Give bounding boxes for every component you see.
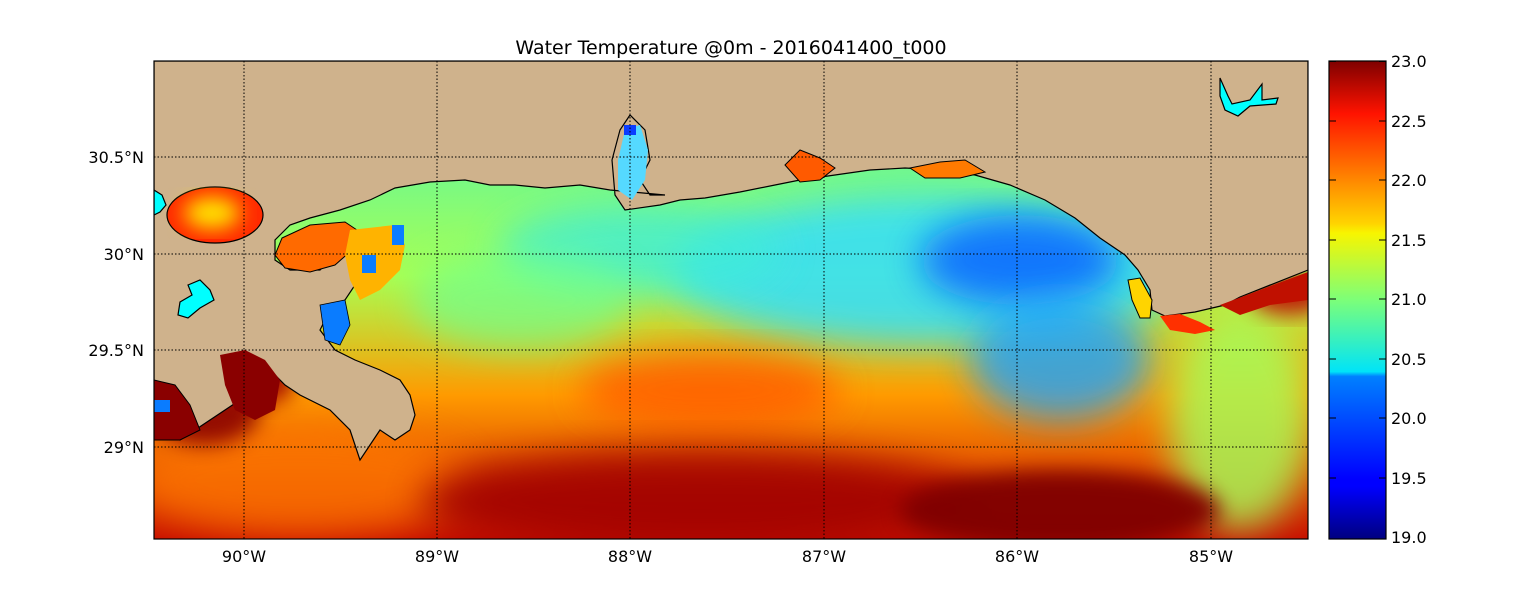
temperature-features: [154, 195, 1308, 539]
lon-tick-label: 86°W: [995, 547, 1039, 566]
lon-tick-label: 88°W: [608, 547, 652, 566]
colorbar-tick-label: 20.5: [1391, 350, 1427, 369]
land-mass: [154, 61, 1308, 462]
colorbar-tick-label: 20.0: [1391, 409, 1427, 428]
map-panel: [154, 61, 1308, 539]
colorbar-tick-label: 23.0: [1391, 52, 1427, 71]
colorbar-tick-label: 21.5: [1391, 231, 1427, 250]
lat-tick-label: 29.5°N: [88, 341, 144, 360]
lon-tick-label: 89°W: [415, 547, 459, 566]
lat-tick-label: 30.5°N: [88, 148, 144, 167]
lon-tick-label: 87°W: [802, 547, 846, 566]
chart-title: Water Temperature @0m - 2016041400_t000: [515, 37, 946, 59]
colorbar-tick-label: 22.5: [1391, 112, 1427, 131]
graticule: [154, 61, 1308, 539]
lat-tick-label: 30°N: [104, 245, 144, 264]
colorbar-tick-label: 19.5: [1391, 469, 1427, 488]
map-frame: [153, 60, 1309, 540]
lat-tick-labels: 30.5°N 30°N 29.5°N 29°N: [88, 148, 144, 457]
colorbar-tick-label: 21.0: [1391, 290, 1427, 309]
colorbar: 23.0 22.5 22.0 21.5 21.0 20.5 20.0 19.5 …: [1328, 52, 1427, 547]
lakes: [154, 77, 1279, 319]
lon-tick-label: 90°W: [222, 547, 266, 566]
colorbar-tick-label: 22.0: [1391, 171, 1427, 190]
colorbar-gradient: [1328, 60, 1387, 540]
lon-tick-label: 85°W: [1189, 547, 1233, 566]
lon-tick-labels: 90°W 89°W 88°W 87°W 86°W 85°W: [222, 547, 1233, 566]
colorbar-tick-label: 19.0: [1391, 528, 1427, 547]
colorbar-ticks: [1329, 61, 1386, 479]
coastal-patches: [154, 125, 1308, 441]
lat-tick-label: 29°N: [104, 438, 144, 457]
colorbar-tick-labels: 23.0 22.5 22.0 21.5 21.0 20.5 20.0 19.5 …: [1391, 52, 1427, 547]
